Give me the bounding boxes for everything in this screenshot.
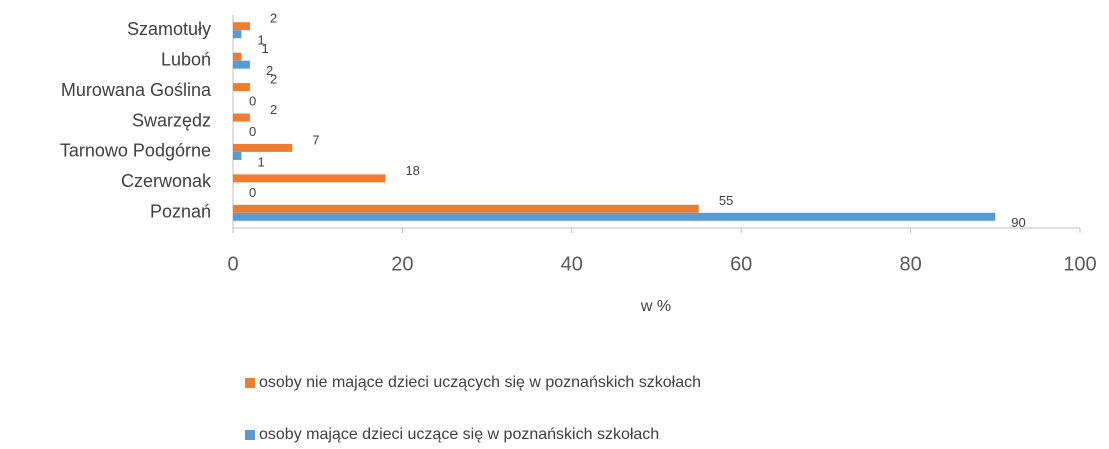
data-label: 1 bbox=[261, 41, 268, 56]
legend-swatch bbox=[245, 378, 255, 388]
bar bbox=[233, 174, 386, 183]
bar bbox=[233, 60, 250, 69]
bar bbox=[233, 151, 242, 160]
y-tick-label: Murowana Goślina bbox=[61, 80, 212, 100]
y-tick-label: Tarnowo Podgórne bbox=[60, 141, 211, 161]
bar bbox=[233, 212, 996, 221]
bar bbox=[233, 204, 699, 213]
x-tick-label: 20 bbox=[391, 253, 413, 275]
y-tick-label: Czerwonak bbox=[121, 171, 212, 191]
data-label: 0 bbox=[249, 94, 256, 109]
legend-swatch bbox=[245, 430, 255, 440]
bar bbox=[233, 113, 250, 122]
bar bbox=[233, 30, 242, 39]
x-tick-label: 0 bbox=[227, 253, 238, 275]
y-tick-label: Poznań bbox=[150, 202, 211, 222]
x-axis-label: w % bbox=[640, 298, 671, 315]
bar bbox=[233, 52, 242, 61]
y-tick-label: Szamotuły bbox=[127, 19, 211, 39]
data-label: 2 bbox=[270, 11, 277, 26]
x-tick-label: 80 bbox=[899, 253, 921, 275]
bar bbox=[233, 22, 250, 31]
y-tick-label: Swarzędz bbox=[132, 110, 211, 130]
bar bbox=[233, 143, 293, 152]
bar bbox=[233, 83, 250, 92]
data-label: 2 bbox=[270, 72, 277, 87]
data-label: 0 bbox=[249, 185, 256, 200]
data-label: 2 bbox=[270, 102, 277, 117]
legend-label: osoby mające dzieci uczące się w poznańs… bbox=[259, 426, 659, 443]
y-tick-label: Luboń bbox=[161, 49, 211, 69]
data-label: 1 bbox=[257, 154, 264, 169]
data-label: 0 bbox=[249, 124, 256, 139]
x-tick-label: 40 bbox=[561, 253, 583, 275]
data-label: 7 bbox=[312, 132, 319, 147]
legend-label: osoby nie mające dzieci uczących się w p… bbox=[259, 374, 701, 391]
data-label: 55 bbox=[719, 193, 733, 208]
data-label: 1 bbox=[257, 33, 264, 48]
data-label: 18 bbox=[405, 163, 419, 178]
x-tick-label: 60 bbox=[730, 253, 752, 275]
data-label: 2 bbox=[266, 63, 273, 78]
data-label: 90 bbox=[1011, 215, 1025, 230]
x-tick-label: 100 bbox=[1063, 253, 1096, 275]
